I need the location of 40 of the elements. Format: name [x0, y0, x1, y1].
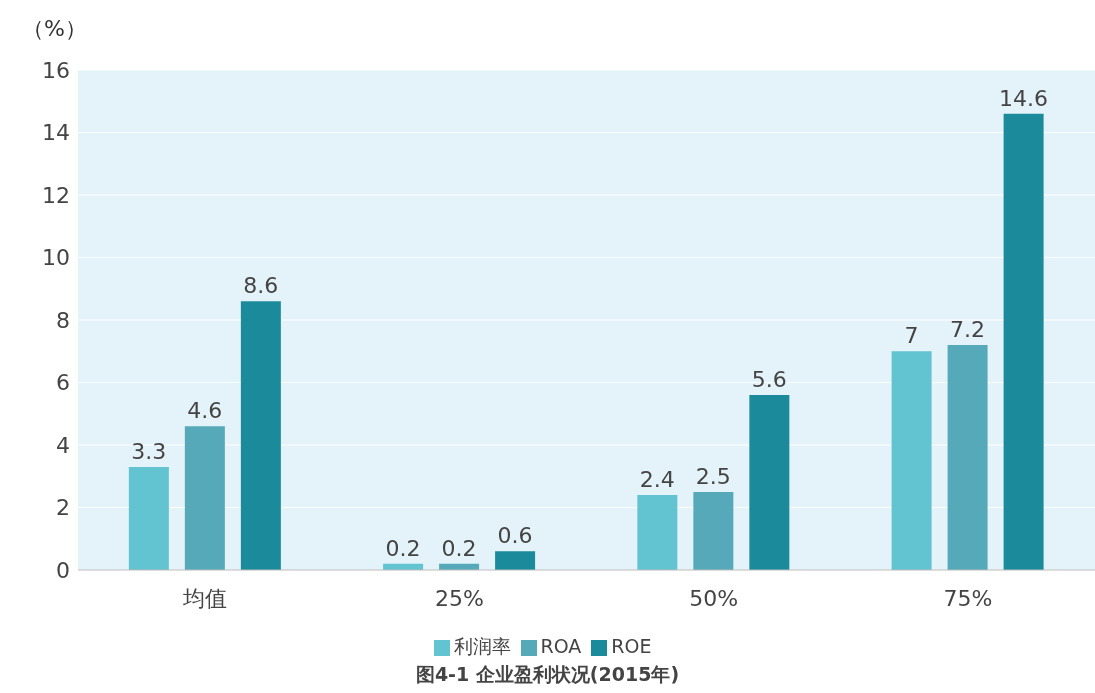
bar [240, 301, 281, 570]
data-label: 0.2 [385, 535, 421, 561]
legend-label: ROA [540, 635, 582, 657]
data-label: 0.6 [497, 523, 533, 549]
bar [495, 551, 536, 570]
data-label: 7 [904, 323, 919, 349]
data-label: 3.3 [131, 438, 167, 464]
data-label: 2.5 [695, 463, 731, 489]
bar [637, 495, 678, 570]
bar [693, 491, 734, 570]
y-tick-label: 12 [42, 182, 70, 208]
data-label: 4.6 [187, 398, 223, 424]
y-tick-label: 6 [56, 370, 70, 396]
x-tick-label: 75% [943, 585, 993, 611]
bar [947, 345, 988, 570]
x-tick-label: 25% [434, 585, 484, 611]
y-tick-label: 16 [42, 57, 70, 83]
data-label: 8.6 [243, 273, 279, 299]
bar [1003, 113, 1044, 570]
bar [749, 395, 790, 570]
x-tick-label: 50% [689, 585, 739, 611]
legend-label: ROE [611, 635, 652, 657]
y-axis-title: （%） [22, 15, 87, 43]
y-tick-label: 4 [56, 432, 70, 458]
y-tick-label: 8 [56, 307, 70, 333]
data-label: 7.2 [950, 317, 986, 342]
legend-label: 利润率 [453, 635, 511, 657]
y-tick-label: 2 [56, 495, 70, 521]
data-label: 2.4 [639, 467, 675, 492]
y-tick-label: 10 [42, 245, 70, 271]
bar [891, 351, 932, 570]
y-tick-label: 14 [42, 120, 70, 146]
y-tick-label: 0 [56, 557, 70, 583]
text: 图4-1 企业盈利状况(2015年) [414, 662, 681, 687]
bar [128, 466, 169, 570]
data-label: 0.2 [441, 535, 477, 561]
x-tick-label: 均值 [182, 585, 228, 611]
bar [184, 426, 225, 570]
data-label: 14.6 [999, 85, 1049, 111]
data-label: 5.6 [751, 367, 787, 392]
